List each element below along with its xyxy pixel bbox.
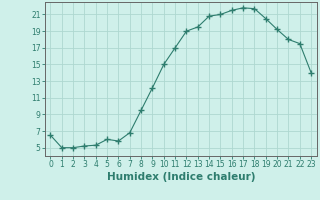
X-axis label: Humidex (Indice chaleur): Humidex (Indice chaleur) bbox=[107, 172, 255, 182]
